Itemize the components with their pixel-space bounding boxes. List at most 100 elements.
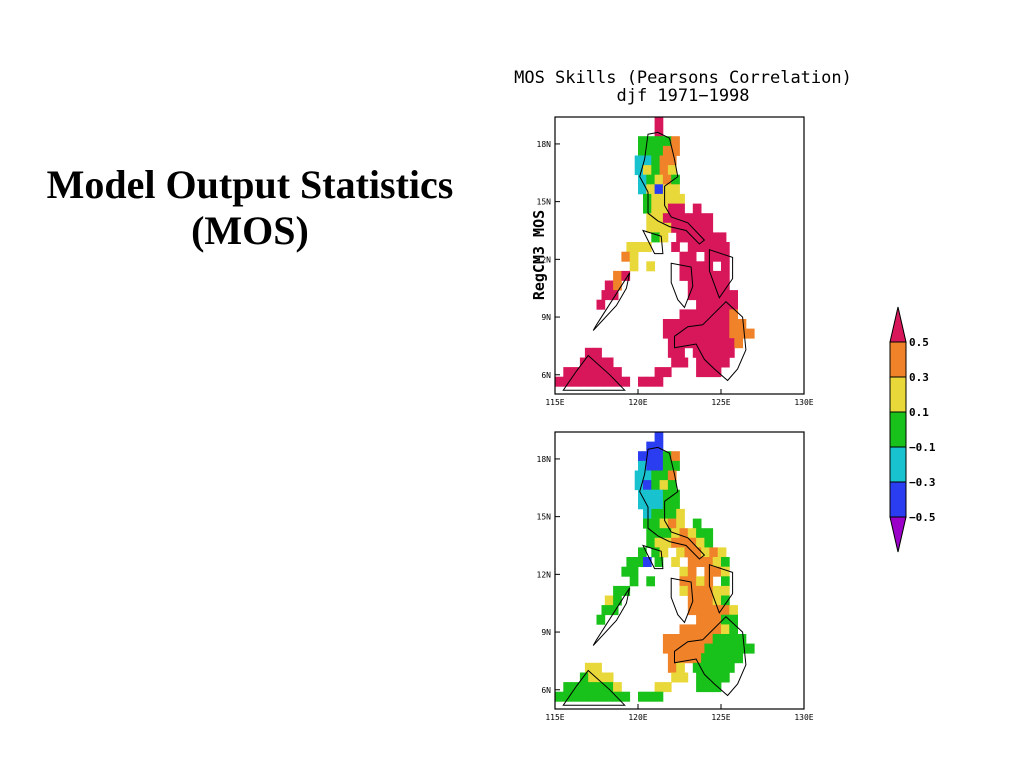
colorbar-label: −0.1: [909, 441, 936, 454]
grid-cell: [654, 528, 664, 539]
grid-cell: [704, 557, 714, 567]
grid-cell: [643, 480, 652, 491]
grid-cell: [704, 624, 714, 635]
grid-cell: [601, 290, 611, 301]
grid-cell: [646, 184, 655, 195]
grid-cell: [676, 203, 685, 214]
grid-cell: [696, 557, 705, 567]
grid-cell: [721, 309, 730, 320]
grid-cell: [667, 480, 677, 491]
grid-cell: [588, 691, 597, 702]
grid-cell: [659, 480, 669, 491]
grid-cell: [659, 518, 669, 529]
grid-cell: [613, 280, 622, 291]
grid-cell: [634, 480, 644, 491]
grid-cell: [692, 338, 702, 349]
grid-cell: [712, 367, 722, 378]
grid-cell: [696, 634, 705, 644]
grid-cell: [662, 222, 672, 233]
grid-cell: [676, 232, 685, 243]
grid-cell: [679, 309, 689, 320]
grid-cell: [704, 682, 714, 693]
grid-cell: [721, 643, 730, 654]
grid-cell: [676, 338, 685, 349]
grid-cell: [671, 328, 680, 339]
grid-cell: [704, 290, 714, 301]
grid-cell: [596, 357, 606, 368]
grid-cell: [609, 605, 619, 616]
grid-cell: [745, 328, 755, 339]
grid-cell: [579, 357, 589, 368]
grid-cell: [584, 347, 594, 358]
grid-cell: [679, 537, 689, 548]
grid-cell: [659, 165, 669, 176]
grid-cell: [696, 280, 705, 291]
grid-cell: [679, 566, 689, 577]
grid-cell: [687, 643, 697, 654]
grid-cell: [646, 537, 655, 548]
grid-cell: [721, 624, 730, 635]
grid-cell: [712, 634, 722, 644]
grid-cell: [579, 367, 589, 378]
grid-cell: [667, 518, 677, 529]
grid-cell: [701, 653, 710, 664]
grid-cell: [721, 280, 730, 291]
grid-cell: [704, 357, 714, 368]
grid-cell: [684, 653, 694, 664]
grid-cell: [687, 290, 697, 301]
colorbar-segment: [889, 376, 907, 413]
grid-cell: [704, 328, 714, 339]
grid-cell: [638, 451, 647, 462]
grid-cell: [667, 165, 677, 176]
grid-cell: [646, 576, 655, 587]
grid-cell: [596, 614, 606, 625]
grid-cell: [667, 662, 677, 673]
grid-cell: [701, 347, 710, 358]
grid-cell: [654, 136, 664, 147]
grid-cell: [692, 547, 702, 558]
grid-cell: [604, 357, 614, 368]
grid-cell: [659, 470, 669, 481]
grid-cell: [721, 614, 730, 625]
grid-cell: [667, 203, 677, 214]
grid-cell: [654, 222, 664, 233]
grid-cell: [676, 653, 685, 664]
grid-cell: [679, 585, 689, 596]
grid-cell: [634, 165, 644, 176]
grid-cell: [651, 547, 660, 558]
grid-cell: [704, 261, 714, 272]
grid-cell: [638, 489, 647, 500]
grid-cell: [696, 537, 705, 548]
y-tick-label: 6N: [541, 371, 551, 380]
grid-cell: [604, 682, 614, 693]
grid-cell: [638, 691, 647, 702]
grid-cell: [654, 691, 664, 702]
figure-ylabel: RegCM3 MOS: [530, 210, 548, 300]
grid-cell: [609, 290, 619, 301]
grid-cell: [654, 537, 664, 548]
grid-cell: [638, 376, 647, 387]
grid-cell: [601, 605, 611, 616]
grid-cell: [654, 441, 664, 452]
grid-cell: [629, 261, 639, 272]
grid-cell: [696, 643, 705, 654]
grid-cell: [696, 367, 705, 378]
x-tick-label: 120E: [628, 713, 647, 722]
grid-cell: [613, 682, 622, 693]
slide-title-line2: (MOS): [191, 208, 309, 253]
grid-cell: [659, 232, 669, 243]
grid-cell: [646, 528, 655, 539]
grid-cell: [643, 557, 652, 567]
grid-cell: [712, 624, 722, 635]
grid-cell: [654, 451, 664, 462]
map-panel-bottom: 115E 120E 125E 130E 6N 9N 12N 15N 18N: [537, 431, 814, 722]
grid-cell: [701, 338, 710, 349]
colorbar-segment: [889, 411, 907, 448]
grid-cell: [676, 193, 685, 204]
colorbar-segment: [889, 481, 907, 518]
grid-cell: [679, 328, 689, 339]
grid-cell: [646, 136, 655, 147]
grid-cell: [667, 508, 677, 519]
coastline: [642, 544, 664, 570]
grid-cell: [604, 691, 614, 702]
